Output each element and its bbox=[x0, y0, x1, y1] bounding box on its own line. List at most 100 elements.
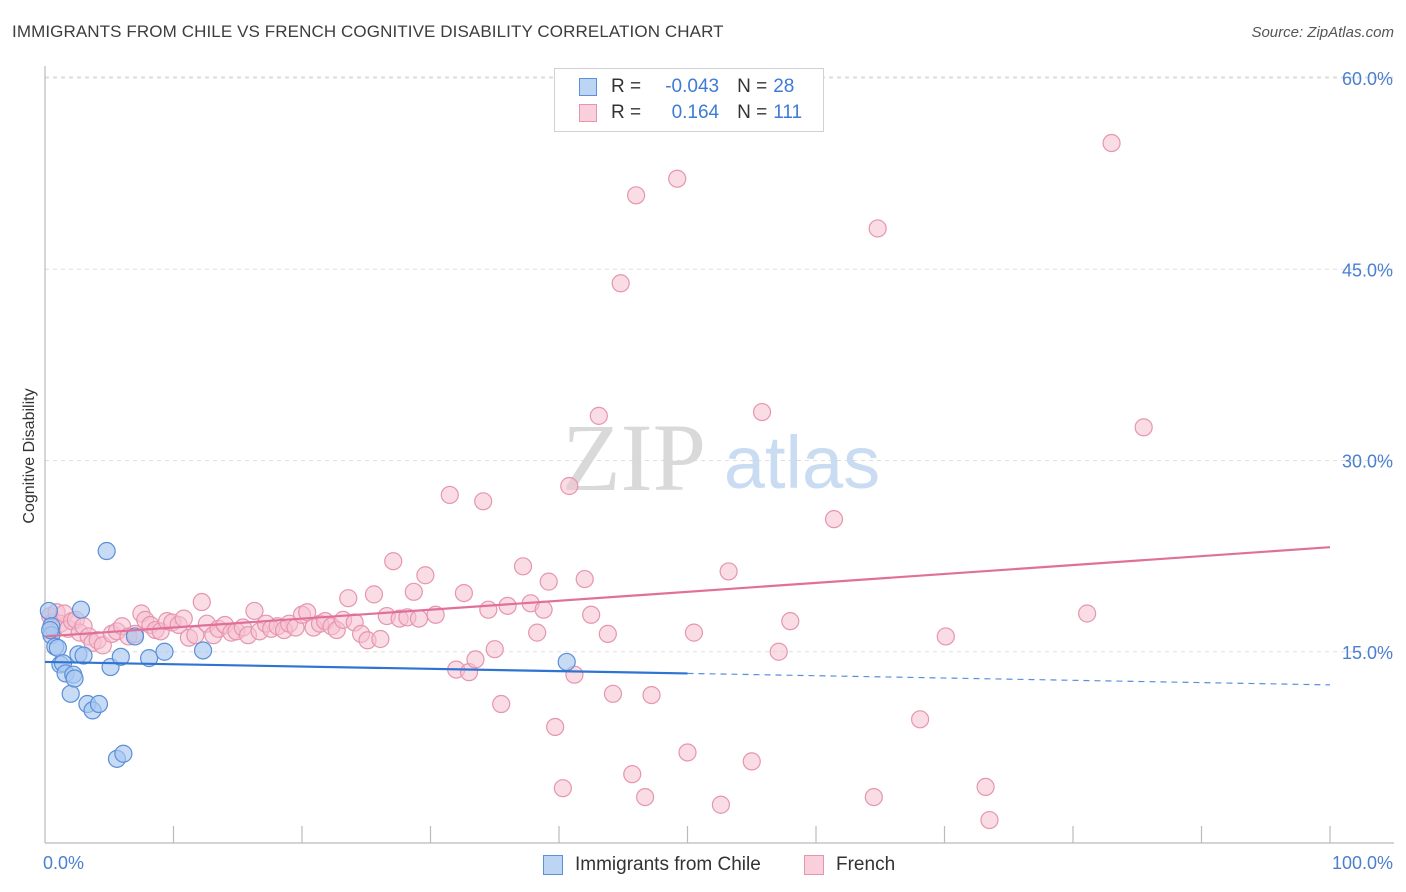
french-point bbox=[1134, 418, 1153, 437]
chile-point bbox=[111, 647, 130, 666]
chart-title: IMMIGRANTS FROM CHILE VS FRENCH COGNITIV… bbox=[12, 22, 724, 41]
french-point bbox=[466, 650, 485, 669]
french-point bbox=[364, 585, 384, 604]
french-point bbox=[980, 810, 999, 830]
chile-point bbox=[193, 641, 213, 660]
chile-trend-line bbox=[44, 660, 688, 675]
french-point bbox=[498, 596, 517, 615]
legend-n-value: 28 bbox=[773, 76, 795, 97]
french-point bbox=[684, 623, 704, 642]
tick-labels: 15.0% 30.0% 45.0% 60.0% 0.0% 100.0% bbox=[43, 69, 1393, 873]
legend-n-label: N = bbox=[737, 102, 768, 123]
french-point bbox=[626, 186, 646, 205]
chile-point bbox=[114, 744, 133, 763]
chile-point bbox=[48, 638, 67, 658]
legend-n-value: 111 bbox=[773, 102, 803, 123]
legend-r-value: 0.164 bbox=[671, 102, 720, 123]
chile-point bbox=[41, 620, 60, 640]
chile-point bbox=[125, 627, 145, 646]
french-point bbox=[245, 601, 264, 621]
chile-point bbox=[61, 684, 80, 703]
french-point bbox=[479, 600, 498, 619]
correlation-legend: R = -0.043 N = 28 R = 0.164 N = 111 bbox=[554, 68, 824, 132]
french-point bbox=[642, 685, 661, 705]
chile-point bbox=[74, 646, 93, 665]
french-point bbox=[560, 476, 579, 496]
chile-point bbox=[65, 669, 84, 688]
french-point bbox=[409, 609, 429, 628]
french-point bbox=[192, 592, 211, 612]
watermark-zip: ZIP bbox=[562, 404, 706, 511]
french-point bbox=[936, 627, 955, 646]
french-point bbox=[440, 485, 459, 505]
legend-r-label: R = bbox=[611, 76, 642, 97]
french-point bbox=[546, 717, 565, 737]
french-point bbox=[752, 402, 772, 422]
french-point bbox=[174, 609, 193, 628]
french-point bbox=[868, 219, 887, 238]
bottom-legend-french: French bbox=[804, 852, 895, 878]
chile-point bbox=[97, 541, 116, 561]
french-point bbox=[668, 169, 687, 188]
y-tick-label: 30.0% bbox=[1342, 452, 1393, 472]
french-point bbox=[598, 624, 617, 644]
chile-points bbox=[39, 541, 576, 768]
french-point bbox=[824, 510, 844, 529]
french-point bbox=[635, 787, 655, 807]
chile-point bbox=[89, 694, 109, 714]
french-point bbox=[528, 623, 547, 642]
bottom-legend-label-chile: Immigrants from Chile bbox=[575, 854, 761, 875]
grid-lines bbox=[45, 76, 1394, 653]
legend-swatch-french bbox=[579, 104, 597, 122]
french-point bbox=[864, 787, 883, 807]
french-point bbox=[589, 406, 608, 425]
french-point bbox=[384, 552, 403, 571]
french-point bbox=[371, 629, 390, 649]
y-tick-label: 15.0% bbox=[1342, 643, 1393, 663]
french-point bbox=[678, 743, 697, 762]
french-point bbox=[781, 612, 800, 631]
legend-r-value: -0.043 bbox=[665, 76, 720, 97]
x-tick-label: 100.0% bbox=[1332, 853, 1393, 873]
french-point bbox=[553, 779, 572, 798]
axes bbox=[44, 66, 1394, 844]
x-tick-label: 0.0% bbox=[43, 853, 84, 873]
watermark-atlas: atlas bbox=[724, 421, 880, 504]
legend-row-chile: R = -0.043 N = 28 bbox=[579, 75, 794, 99]
french-point bbox=[711, 795, 731, 814]
french-point bbox=[539, 572, 558, 591]
y-axis-label: Cognitive Disability bbox=[21, 388, 38, 523]
french-point bbox=[582, 605, 601, 624]
y-tick-label: 60.0% bbox=[1342, 69, 1393, 89]
bottom-legend-swatch-french bbox=[804, 855, 824, 875]
french-point bbox=[474, 492, 493, 511]
french-point bbox=[719, 562, 738, 581]
french-point bbox=[492, 694, 511, 714]
chile-trend-extension bbox=[687, 672, 1331, 686]
french-point bbox=[339, 589, 358, 608]
french-point bbox=[416, 566, 435, 585]
french-point bbox=[603, 684, 623, 703]
french-point bbox=[454, 583, 474, 603]
legend-n-label: N = bbox=[737, 76, 768, 97]
chile-point bbox=[139, 649, 159, 668]
french-point bbox=[513, 557, 533, 576]
french-point bbox=[485, 640, 504, 659]
french-point bbox=[404, 582, 423, 601]
french-trend-line bbox=[44, 546, 1331, 638]
bottom-legend-swatch-chile bbox=[543, 855, 563, 875]
bottom-legend-label-french: French bbox=[836, 854, 896, 875]
french-point bbox=[742, 752, 761, 771]
french-point bbox=[769, 642, 788, 661]
french-point bbox=[575, 569, 594, 589]
watermark: ZIP atlas bbox=[562, 404, 880, 511]
french-point bbox=[1102, 133, 1121, 153]
trend-lines bbox=[44, 546, 1331, 686]
french-point bbox=[623, 765, 642, 784]
source-credit: Source: ZipAtlas.com bbox=[1251, 24, 1394, 41]
french-point bbox=[1078, 604, 1097, 623]
legend-swatch-chile bbox=[579, 78, 597, 96]
chile-point bbox=[39, 601, 58, 621]
french-point bbox=[910, 710, 930, 729]
